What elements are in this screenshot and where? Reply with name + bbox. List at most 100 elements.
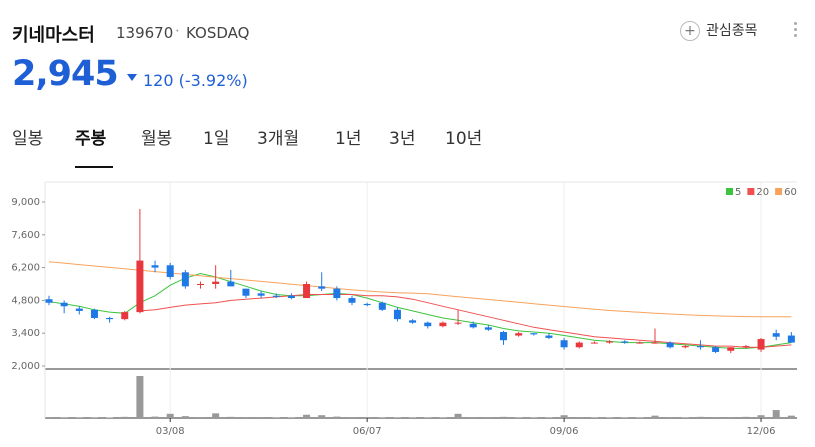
y-tick-label: 4,800 (11, 295, 40, 306)
volume-bar (318, 415, 326, 418)
y-tick-label: 7,600 (11, 230, 40, 241)
down-arrow (127, 74, 137, 81)
ma-line (139, 294, 792, 348)
candle-body (136, 260, 144, 313)
candle-body (242, 288, 250, 296)
watch-button[interactable]: + 관심종목 (680, 20, 758, 41)
period-tab[interactable]: 월봉 (141, 129, 173, 149)
candle-body (515, 333, 523, 336)
volume-bar (530, 417, 538, 418)
candle-body (500, 332, 507, 341)
volume-bar (666, 417, 674, 418)
volume-bar (454, 413, 462, 418)
volume-bar (393, 417, 401, 418)
candle-body (606, 341, 614, 343)
candle-body (484, 327, 492, 330)
volume-bar (651, 415, 659, 418)
volume-bar (772, 410, 780, 418)
legend-label: 60 (784, 187, 797, 198)
candle-body (166, 265, 174, 277)
candle-body (469, 323, 477, 328)
candle-body (393, 309, 401, 320)
candle-body (75, 308, 83, 311)
candle-body (575, 342, 583, 348)
more-menu[interactable] (794, 22, 798, 40)
candle-body (318, 286, 326, 289)
volume-bar (348, 417, 356, 418)
volume-bar (484, 417, 492, 418)
period-tab[interactable]: 3개월 (257, 129, 300, 149)
volume-bar (181, 416, 189, 418)
y-tick-label: 9,000 (11, 197, 40, 208)
plus-icon: + (680, 21, 700, 41)
candle-body (787, 335, 795, 343)
volume-bar (424, 417, 432, 418)
volume-bar (212, 413, 220, 418)
volume-bar (151, 416, 159, 418)
change-pct: (-3.92%) (178, 71, 248, 90)
volume-bar (621, 417, 629, 418)
volume-bar (560, 415, 568, 418)
candle-body (287, 295, 295, 299)
legend-swatch (726, 188, 733, 195)
period-tab[interactable]: 주봉 (75, 129, 107, 149)
change-value: 120 (143, 71, 174, 90)
candle-body (439, 322, 447, 327)
active-underline (75, 166, 113, 168)
volume-bar (409, 417, 417, 418)
candle-body (666, 342, 674, 348)
volume-bar (469, 417, 477, 418)
volume-bar (303, 414, 311, 418)
candle-body (151, 265, 159, 268)
volume-bar (439, 417, 447, 418)
x-tick-label: 12/06 (747, 426, 776, 437)
period-tab[interactable]: 10년 (445, 129, 483, 149)
market: KOSDAQ (186, 24, 250, 42)
volume-bar (333, 416, 341, 418)
volume-bar (242, 417, 250, 418)
y-tick-label: 2,000 (11, 361, 40, 372)
separator: · (175, 22, 180, 40)
candle-body (45, 299, 53, 303)
watch-label: 관심종목 (706, 23, 758, 39)
candle-body (757, 339, 765, 350)
period-tab[interactable]: 1일 (203, 129, 230, 149)
candle-body (727, 347, 735, 351)
candle-body (227, 281, 235, 287)
candle-body (121, 312, 129, 320)
volume-bar (757, 415, 765, 418)
candle-body (454, 322, 462, 324)
volume-bar (197, 417, 204, 418)
period-tab[interactable]: 일봉 (12, 129, 44, 149)
volume-bar (136, 376, 144, 418)
stock-name: 키네마스터 (12, 25, 95, 46)
period-tab[interactable]: 1년 (335, 129, 362, 149)
candle-body (409, 320, 417, 323)
volume-bar (166, 413, 174, 418)
candle-body (424, 322, 432, 327)
volume-bar (90, 417, 98, 418)
candle-body (621, 341, 629, 343)
volume-bar (696, 416, 704, 418)
candle-body (303, 284, 311, 299)
stock-code: 139670 (116, 24, 174, 42)
volume-bar (287, 417, 295, 418)
volume-bar (121, 416, 129, 418)
x-tick-label: 06/07 (353, 426, 382, 437)
candle-body (197, 284, 204, 285)
candle-body (181, 272, 189, 287)
candle-body (272, 295, 280, 297)
candle-body (636, 342, 644, 344)
volume-bar (606, 417, 614, 418)
volume-bar (257, 417, 265, 418)
volume-bar (727, 417, 735, 418)
legend-swatch (775, 188, 783, 195)
ma-line (48, 272, 792, 349)
candle-body (651, 342, 659, 344)
period-tab[interactable]: 3년 (389, 129, 416, 149)
candle-body (545, 335, 553, 338)
y-tick-label: 6,200 (11, 263, 40, 274)
candle-body (60, 302, 68, 307)
